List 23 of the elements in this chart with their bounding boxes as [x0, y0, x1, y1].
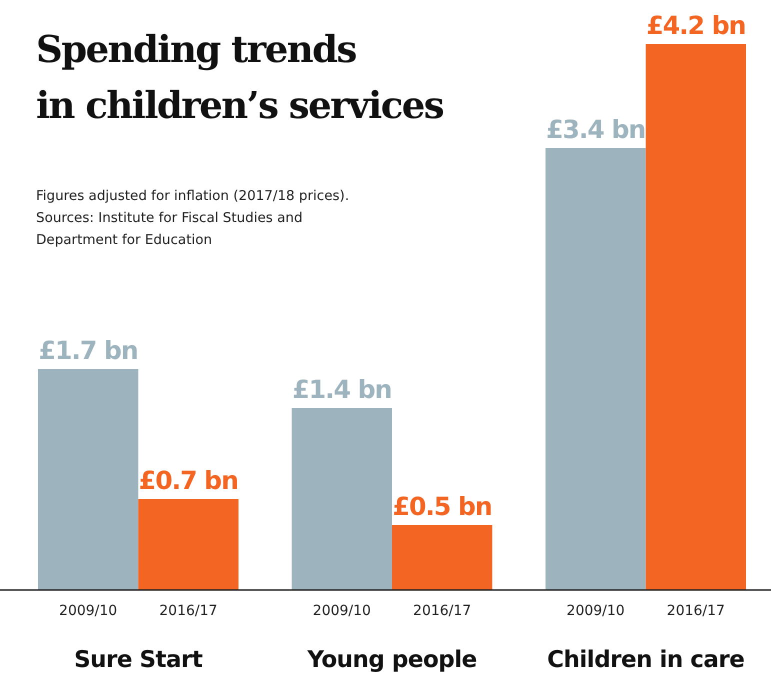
bar [292, 408, 392, 590]
text: 2016/17 [666, 603, 725, 619]
text: 2009/10 [312, 603, 371, 619]
data-label: £1.4 bn [292, 375, 392, 404]
bar [546, 148, 646, 590]
text: 2016/17 [413, 603, 472, 619]
series-label: 2009/10 [59, 603, 118, 619]
data-label: £0.5 bn [392, 492, 492, 521]
bar [392, 525, 492, 590]
data-label: £3.4 bn [546, 115, 646, 144]
x-tick-label: Children in care [547, 647, 744, 673]
data-label: £4.2 bn [646, 11, 746, 40]
series-label: 2016/17 [159, 603, 218, 619]
bar [138, 499, 238, 590]
data-label: £1.7 bn [38, 336, 138, 365]
x-tick-label: Sure Start [74, 647, 203, 673]
chart-title: Spending trends in children’s services [36, 27, 444, 127]
data-label: £0.7 bn [138, 466, 238, 495]
bar [38, 369, 138, 590]
annotation: Figures adjusted for inflation (2017/18 prices). Sources: Institute for Fiscal Studies and Department for Education [36, 188, 350, 248]
text: 2009/10 [566, 603, 625, 619]
bar [646, 44, 746, 590]
x-tick-label: Young people [306, 647, 477, 673]
